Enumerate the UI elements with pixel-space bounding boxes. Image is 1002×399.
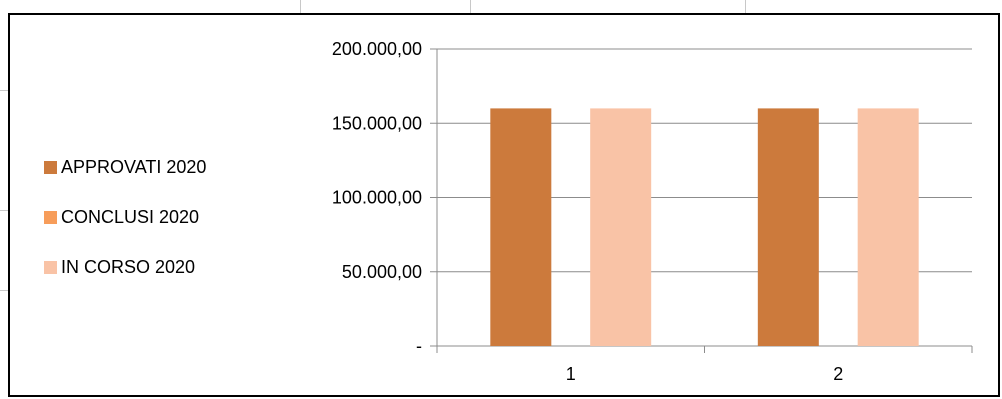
legend-item: IN CORSO 2020 xyxy=(44,255,274,279)
sheet-gridline xyxy=(745,0,746,13)
legend-swatch-in-corso xyxy=(44,260,57,274)
sheet-gridline xyxy=(300,0,301,13)
sheet-gridline xyxy=(0,90,8,91)
sheet-gridline xyxy=(0,290,8,291)
legend-swatch-conclusi xyxy=(44,210,57,224)
legend-item: APPROVATI 2020 xyxy=(44,155,274,179)
legend-label: APPROVATI 2020 xyxy=(61,156,207,177)
chart-legend: APPROVATI 2020 CONCLUSI 2020 IN CORSO 20… xyxy=(44,155,274,305)
y-tick-label: 200.000,00 xyxy=(332,39,422,59)
bar-in-corso-2020-2 xyxy=(857,108,919,347)
bar-approvati-2020-1 xyxy=(490,108,552,347)
bar-approvati-2020-2 xyxy=(757,108,819,347)
sheet-gridline xyxy=(470,0,471,13)
plot-area: - 50.000,00 100.000,00 150.000,00 200.000,00… xyxy=(332,39,973,384)
y-tick-label: - xyxy=(416,336,422,356)
sheet-gridline xyxy=(0,210,8,211)
y-tick-label: 150.000,00 xyxy=(332,113,422,133)
y-tick-label: 50.000,00 xyxy=(342,262,422,282)
y-tick-label: 100.000,00 xyxy=(332,188,422,208)
legend-item: CONCLUSI 2020 xyxy=(44,205,274,229)
legend-swatch-approvati xyxy=(44,160,57,174)
x-tick-label: 2 xyxy=(833,364,843,384)
x-tick-label: 1 xyxy=(566,364,576,384)
chart-area[interactable]: APPROVATI 2020 CONCLUSI 2020 IN CORSO 20… xyxy=(8,13,1000,397)
legend-label: CONCLUSI 2020 xyxy=(61,206,200,227)
legend-label: IN CORSO 2020 xyxy=(61,256,196,277)
bar-in-corso-2020-1 xyxy=(590,108,652,347)
